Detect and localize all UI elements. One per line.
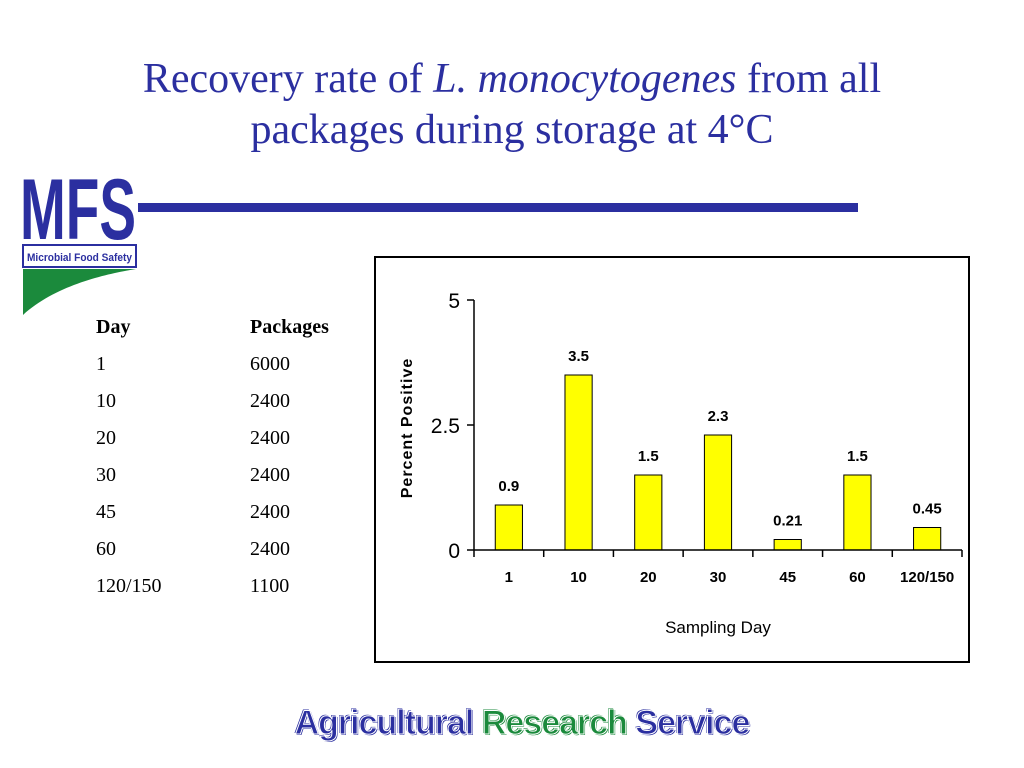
data-label: 1.5 [638,448,659,465]
cell-day: 60 [96,538,116,560]
footer-word-2: Research [481,704,628,743]
data-label: 1.5 [847,448,868,465]
cell-day: 20 [96,427,116,449]
y-tick-label: 2.5 [431,415,460,438]
bar [843,474,872,551]
title-line-2: packages during storage at 4°C [250,107,774,153]
bars-group: 0.9 3.5 1.5 2.3 0.21 1.5 0.45 [494,348,942,551]
logo-banner [22,244,137,268]
data-label: 3.5 [568,348,589,365]
title-part-2: from all [736,56,882,102]
y-tick-label: 0 [448,540,460,563]
logo-subtitle: Microbial Food Safety [27,252,133,264]
bar [494,504,523,551]
cell-packages: 6000 [250,353,290,375]
cell-day: 1 [96,353,106,375]
bar [564,374,593,551]
bar [634,474,663,551]
cell-packages: 2400 [250,538,290,560]
mfs-logo: MFS Microbial Food Safety [20,162,137,315]
x-tick-label: 1 [505,569,513,586]
x-tick-label: 60 [849,569,866,586]
logo-swoosh [23,269,136,315]
title-divider [138,203,858,212]
data-label: 0.45 [913,501,942,518]
header-packages: Packages [250,316,329,338]
x-axis-label: Sampling Day [665,618,771,637]
cell-day: 30 [96,464,116,486]
cell-packages: 2400 [250,464,290,486]
data-label: 0.21 [773,513,802,530]
bar-chart: 0.9 3.5 1.5 2.3 0.21 1.5 0.45 0 2.5 5 1 10 20 30 45 60… [399,290,963,637]
title-species: L. monocytogenes [433,56,737,102]
agency-footer: Agricultural Research Service [0,704,1024,743]
x-tick-label: 30 [710,569,727,586]
header-day: Day [96,316,131,338]
bar [773,539,802,551]
x-tick-label: 45 [779,569,796,586]
y-tick-label: 5 [448,290,460,313]
cell-packages: 2400 [250,390,290,412]
cell-day: 10 [96,390,116,412]
data-label: 2.3 [708,408,729,425]
x-tick-label: 20 [640,569,657,586]
cell-day: 45 [96,501,116,523]
title-part-1: Recovery rate of [142,56,434,102]
y-axis-label: Percent Positive [399,358,416,499]
cell-packages: 2400 [250,427,290,449]
cell-packages: 2400 [250,501,290,523]
footer-word-1: Agricultural [294,704,475,743]
bar [703,434,733,551]
cell-day: 120/150 [96,575,162,597]
footer-word-3: Service [635,704,751,743]
data-label: 0.9 [498,478,519,495]
logo-letters: MFS [20,162,136,258]
axes-group: 0 2.5 5 1 10 20 30 45 60 120/150 [431,290,963,586]
x-tick-label: 10 [570,569,587,586]
cell-packages: 1100 [250,575,290,597]
slide-title: Recovery rate of L. monocytogenes from a… [40,54,984,156]
x-tick-label: 120/150 [900,569,954,586]
bar [913,527,942,551]
chart-frame: 0.9 3.5 1.5 2.3 0.21 1.5 0.45 0 2.5 5 1 10 20 30 45 60… [374,256,970,663]
